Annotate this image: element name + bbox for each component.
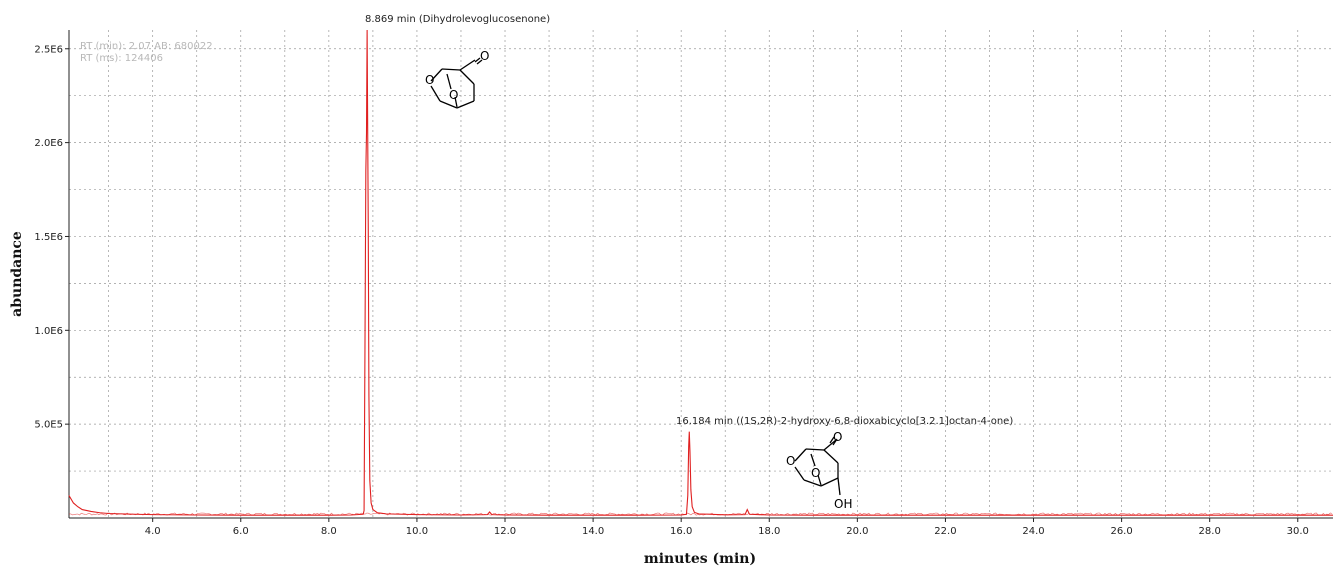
chromatogram-trace xyxy=(68,29,1333,516)
x-tick-label: 10.0 xyxy=(406,526,428,537)
x-gridlines xyxy=(108,30,1299,518)
x-axis-title: minutes (min) xyxy=(644,551,756,567)
y-tick-label: 1.0E6 xyxy=(34,326,63,337)
dihydrolevoglucosenone-structure xyxy=(430,57,483,109)
struct2-o-ketone: O xyxy=(833,430,842,444)
x-tick-label: 8.0 xyxy=(321,526,337,537)
x-tick-label: 22.0 xyxy=(934,526,956,537)
y-gridlines xyxy=(69,48,1333,472)
x-tick-label: 4.0 xyxy=(145,526,161,537)
struct2-hydroxyl: OH xyxy=(834,497,852,511)
baseline-noise xyxy=(68,512,1333,516)
x-tick-label: 26.0 xyxy=(1110,526,1132,537)
rt-info-line-1: RT (min): 2.07 AB: 680022 xyxy=(80,41,213,52)
struct1-o-bridge: O xyxy=(449,88,458,102)
y-tick-label: 5.0E5 xyxy=(34,420,63,431)
x-tick-label: 12.0 xyxy=(494,526,516,537)
rt-info-line-2: RT (ms): 124406 xyxy=(80,53,163,64)
struct2-o-ring: O xyxy=(786,454,795,468)
struct2-o-bridge: O xyxy=(811,466,820,480)
struct1-o-ring: O xyxy=(425,73,434,87)
x-tick-label: 16.0 xyxy=(670,526,692,537)
y-tick-label: 2.5E6 xyxy=(34,44,63,55)
plot-area xyxy=(68,29,1333,519)
x-tick-label: 18.0 xyxy=(758,526,780,537)
y-axis-title: abundance xyxy=(9,231,25,317)
hydroxy-dioxabicyclooctanone-structure xyxy=(794,436,841,496)
x-tick-label: 20.0 xyxy=(846,526,868,537)
x-tick-label: 28.0 xyxy=(1199,526,1221,537)
peak1-label: 8.869 min (Dihydrolevoglucosenone) xyxy=(365,14,550,25)
x-tick-labels: 4.0 6.0 8.0 10.0 12.0 14.0 16.0 18.0 20.0 22.0 24.… xyxy=(145,518,1309,537)
struct1-o-ketone: O xyxy=(480,49,489,63)
x-tick-label: 6.0 xyxy=(233,526,249,537)
y-tick-label: 2.0E6 xyxy=(34,138,63,149)
x-tick-label: 14.0 xyxy=(582,526,604,537)
y-tick-label: 1.5E6 xyxy=(34,232,63,243)
x-tick-label: 24.0 xyxy=(1022,526,1044,537)
peak2-label: 16.184 min ((1S,2R)-2-hydroxy-6,8-dioxab… xyxy=(676,416,1013,427)
x-tick-label: 30.0 xyxy=(1287,526,1309,537)
y-tick-labels: 5.0E5 1.0E6 1.5E6 2.0E6 2.5E6 xyxy=(34,44,69,431)
